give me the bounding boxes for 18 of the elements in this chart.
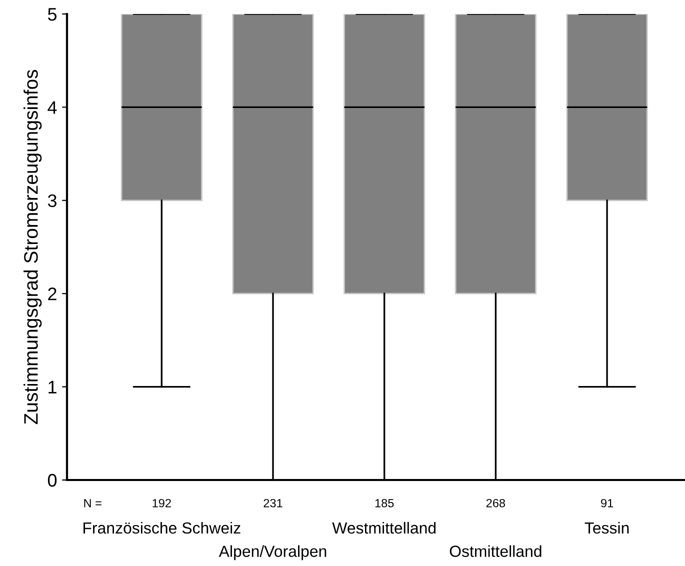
text: 185 [375,498,394,508]
y-tick-label: 5 [48,8,57,21]
x-tick-label: Alpen/Voralpen [218,545,326,560]
y-tick-label: 4 [48,101,57,114]
x-tick-label: Westmittelland [332,522,436,534]
x-tick-label: Ostmittelland [450,545,542,557]
y-tick-label: 1 [48,380,56,394]
y-tick-label: 3 [48,194,56,208]
y-tick-label: 0 [48,474,57,487]
x-tick-label: Französische Schweiz [84,522,240,534]
x-tick-label: Tessin [584,522,629,534]
text: 192 [152,498,171,508]
text: 268 [486,498,506,508]
text: N = [84,499,102,508]
text: 91 [601,498,614,508]
y-tick-label: 2 [48,288,56,300]
text: 231 [264,498,282,508]
y-axis-title: Zustimmungsgrad Stromerzeugungsinfos [24,70,42,424]
